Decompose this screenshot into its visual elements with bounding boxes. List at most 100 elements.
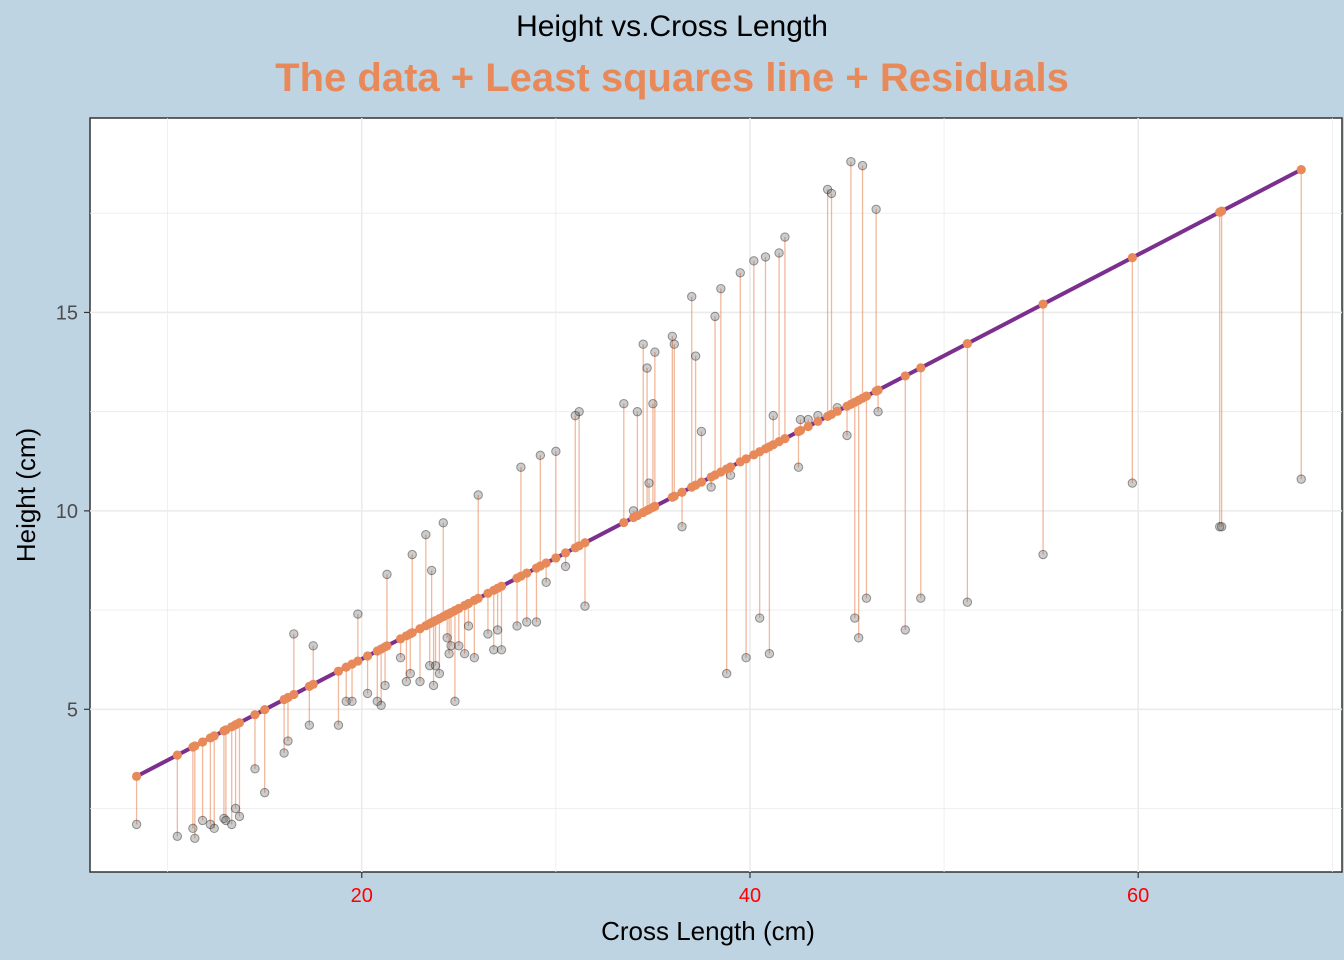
data-point bbox=[690, 351, 701, 361]
data-point bbox=[677, 522, 687, 532]
data-point bbox=[446, 641, 456, 651]
fitted-point bbox=[234, 718, 245, 728]
data-point bbox=[131, 819, 142, 830]
fitted-point bbox=[962, 338, 972, 349]
fitted-point bbox=[1127, 253, 1137, 263]
data-point bbox=[283, 736, 293, 746]
fitted-point bbox=[1217, 206, 1227, 216]
fitted-point bbox=[1038, 299, 1048, 309]
data-point bbox=[489, 645, 499, 655]
data-point bbox=[741, 653, 751, 663]
data-points bbox=[131, 156, 1306, 843]
data-point bbox=[580, 601, 590, 611]
fitted-point bbox=[190, 741, 200, 751]
y-tick-label: 5 bbox=[67, 699, 78, 721]
fitted-point bbox=[669, 491, 679, 501]
data-point bbox=[492, 625, 503, 635]
fitted-point bbox=[353, 656, 363, 666]
x-axis-ticks: 20 40 60 bbox=[351, 872, 1149, 907]
data-point bbox=[205, 819, 216, 830]
data-point bbox=[735, 268, 745, 278]
fitted-point bbox=[333, 666, 344, 676]
data-point bbox=[764, 649, 775, 659]
data-point bbox=[454, 641, 464, 651]
data-point bbox=[341, 696, 351, 707]
fitted-point bbox=[650, 501, 660, 511]
data-point bbox=[1127, 478, 1138, 488]
data-point bbox=[780, 232, 790, 242]
data-point bbox=[308, 641, 318, 651]
fitted-point bbox=[873, 385, 883, 395]
data-point bbox=[696, 426, 707, 437]
data-point bbox=[347, 696, 357, 707]
data-point bbox=[333, 720, 344, 730]
data-point bbox=[405, 668, 415, 679]
data-point bbox=[642, 363, 652, 373]
data-point bbox=[669, 339, 679, 349]
data-point bbox=[850, 613, 860, 623]
data-point bbox=[407, 549, 417, 560]
data-point bbox=[438, 518, 448, 528]
data-point bbox=[793, 462, 804, 472]
data-point bbox=[570, 410, 580, 421]
data-point bbox=[962, 597, 973, 607]
fitted-point bbox=[780, 434, 790, 444]
data-point bbox=[426, 565, 437, 576]
data-point bbox=[795, 414, 806, 425]
data-point bbox=[650, 347, 660, 357]
data-point bbox=[667, 331, 678, 341]
data-point bbox=[706, 482, 716, 492]
data-point bbox=[428, 680, 439, 691]
data-point bbox=[842, 430, 852, 441]
data-point bbox=[209, 823, 219, 834]
data-point bbox=[430, 660, 441, 671]
fitted-point bbox=[172, 750, 182, 760]
fitted-point bbox=[916, 363, 926, 373]
data-point bbox=[846, 156, 856, 167]
data-point bbox=[372, 696, 382, 707]
data-point bbox=[234, 811, 245, 822]
data-point bbox=[279, 748, 289, 758]
fitted-point bbox=[362, 651, 373, 661]
fitted-point bbox=[289, 689, 299, 700]
data-point bbox=[648, 399, 658, 409]
data-point bbox=[190, 833, 200, 843]
data-point bbox=[1216, 522, 1227, 532]
data-point bbox=[760, 252, 771, 262]
fitted-point bbox=[407, 628, 417, 638]
fitted-point bbox=[696, 477, 707, 487]
fitted-point bbox=[382, 641, 392, 651]
fitted-point bbox=[1296, 165, 1306, 175]
data-point bbox=[442, 633, 452, 643]
fitted-point bbox=[677, 487, 687, 497]
data-point bbox=[219, 813, 229, 824]
data-point bbox=[822, 184, 833, 195]
data-point bbox=[687, 291, 697, 302]
data-point bbox=[716, 283, 726, 294]
y-axis-ticks: 5 10 15 bbox=[56, 302, 90, 721]
data-point bbox=[900, 625, 910, 635]
fitted-point bbox=[725, 462, 736, 472]
data-point bbox=[289, 629, 299, 639]
data-point bbox=[380, 680, 390, 691]
y-tick-label: 15 bbox=[56, 302, 78, 324]
data-point bbox=[444, 649, 454, 659]
plot-panel bbox=[89, 117, 1343, 873]
data-point bbox=[304, 720, 315, 730]
data-point bbox=[644, 478, 654, 488]
y-axis-label: Height (cm) bbox=[11, 428, 41, 562]
fitted-point bbox=[619, 517, 629, 528]
fitted-point bbox=[473, 593, 483, 603]
fitted-point bbox=[522, 568, 532, 578]
data-point bbox=[463, 621, 474, 631]
data-point bbox=[197, 815, 208, 826]
data-point bbox=[857, 160, 868, 171]
x-axis-label: Cross Length (cm) bbox=[601, 916, 815, 946]
x-tick-label: 20 bbox=[351, 885, 373, 907]
data-point bbox=[226, 819, 237, 830]
data-point bbox=[560, 561, 571, 572]
data-point bbox=[871, 204, 881, 214]
data-point bbox=[415, 676, 425, 687]
data-point bbox=[551, 446, 561, 457]
